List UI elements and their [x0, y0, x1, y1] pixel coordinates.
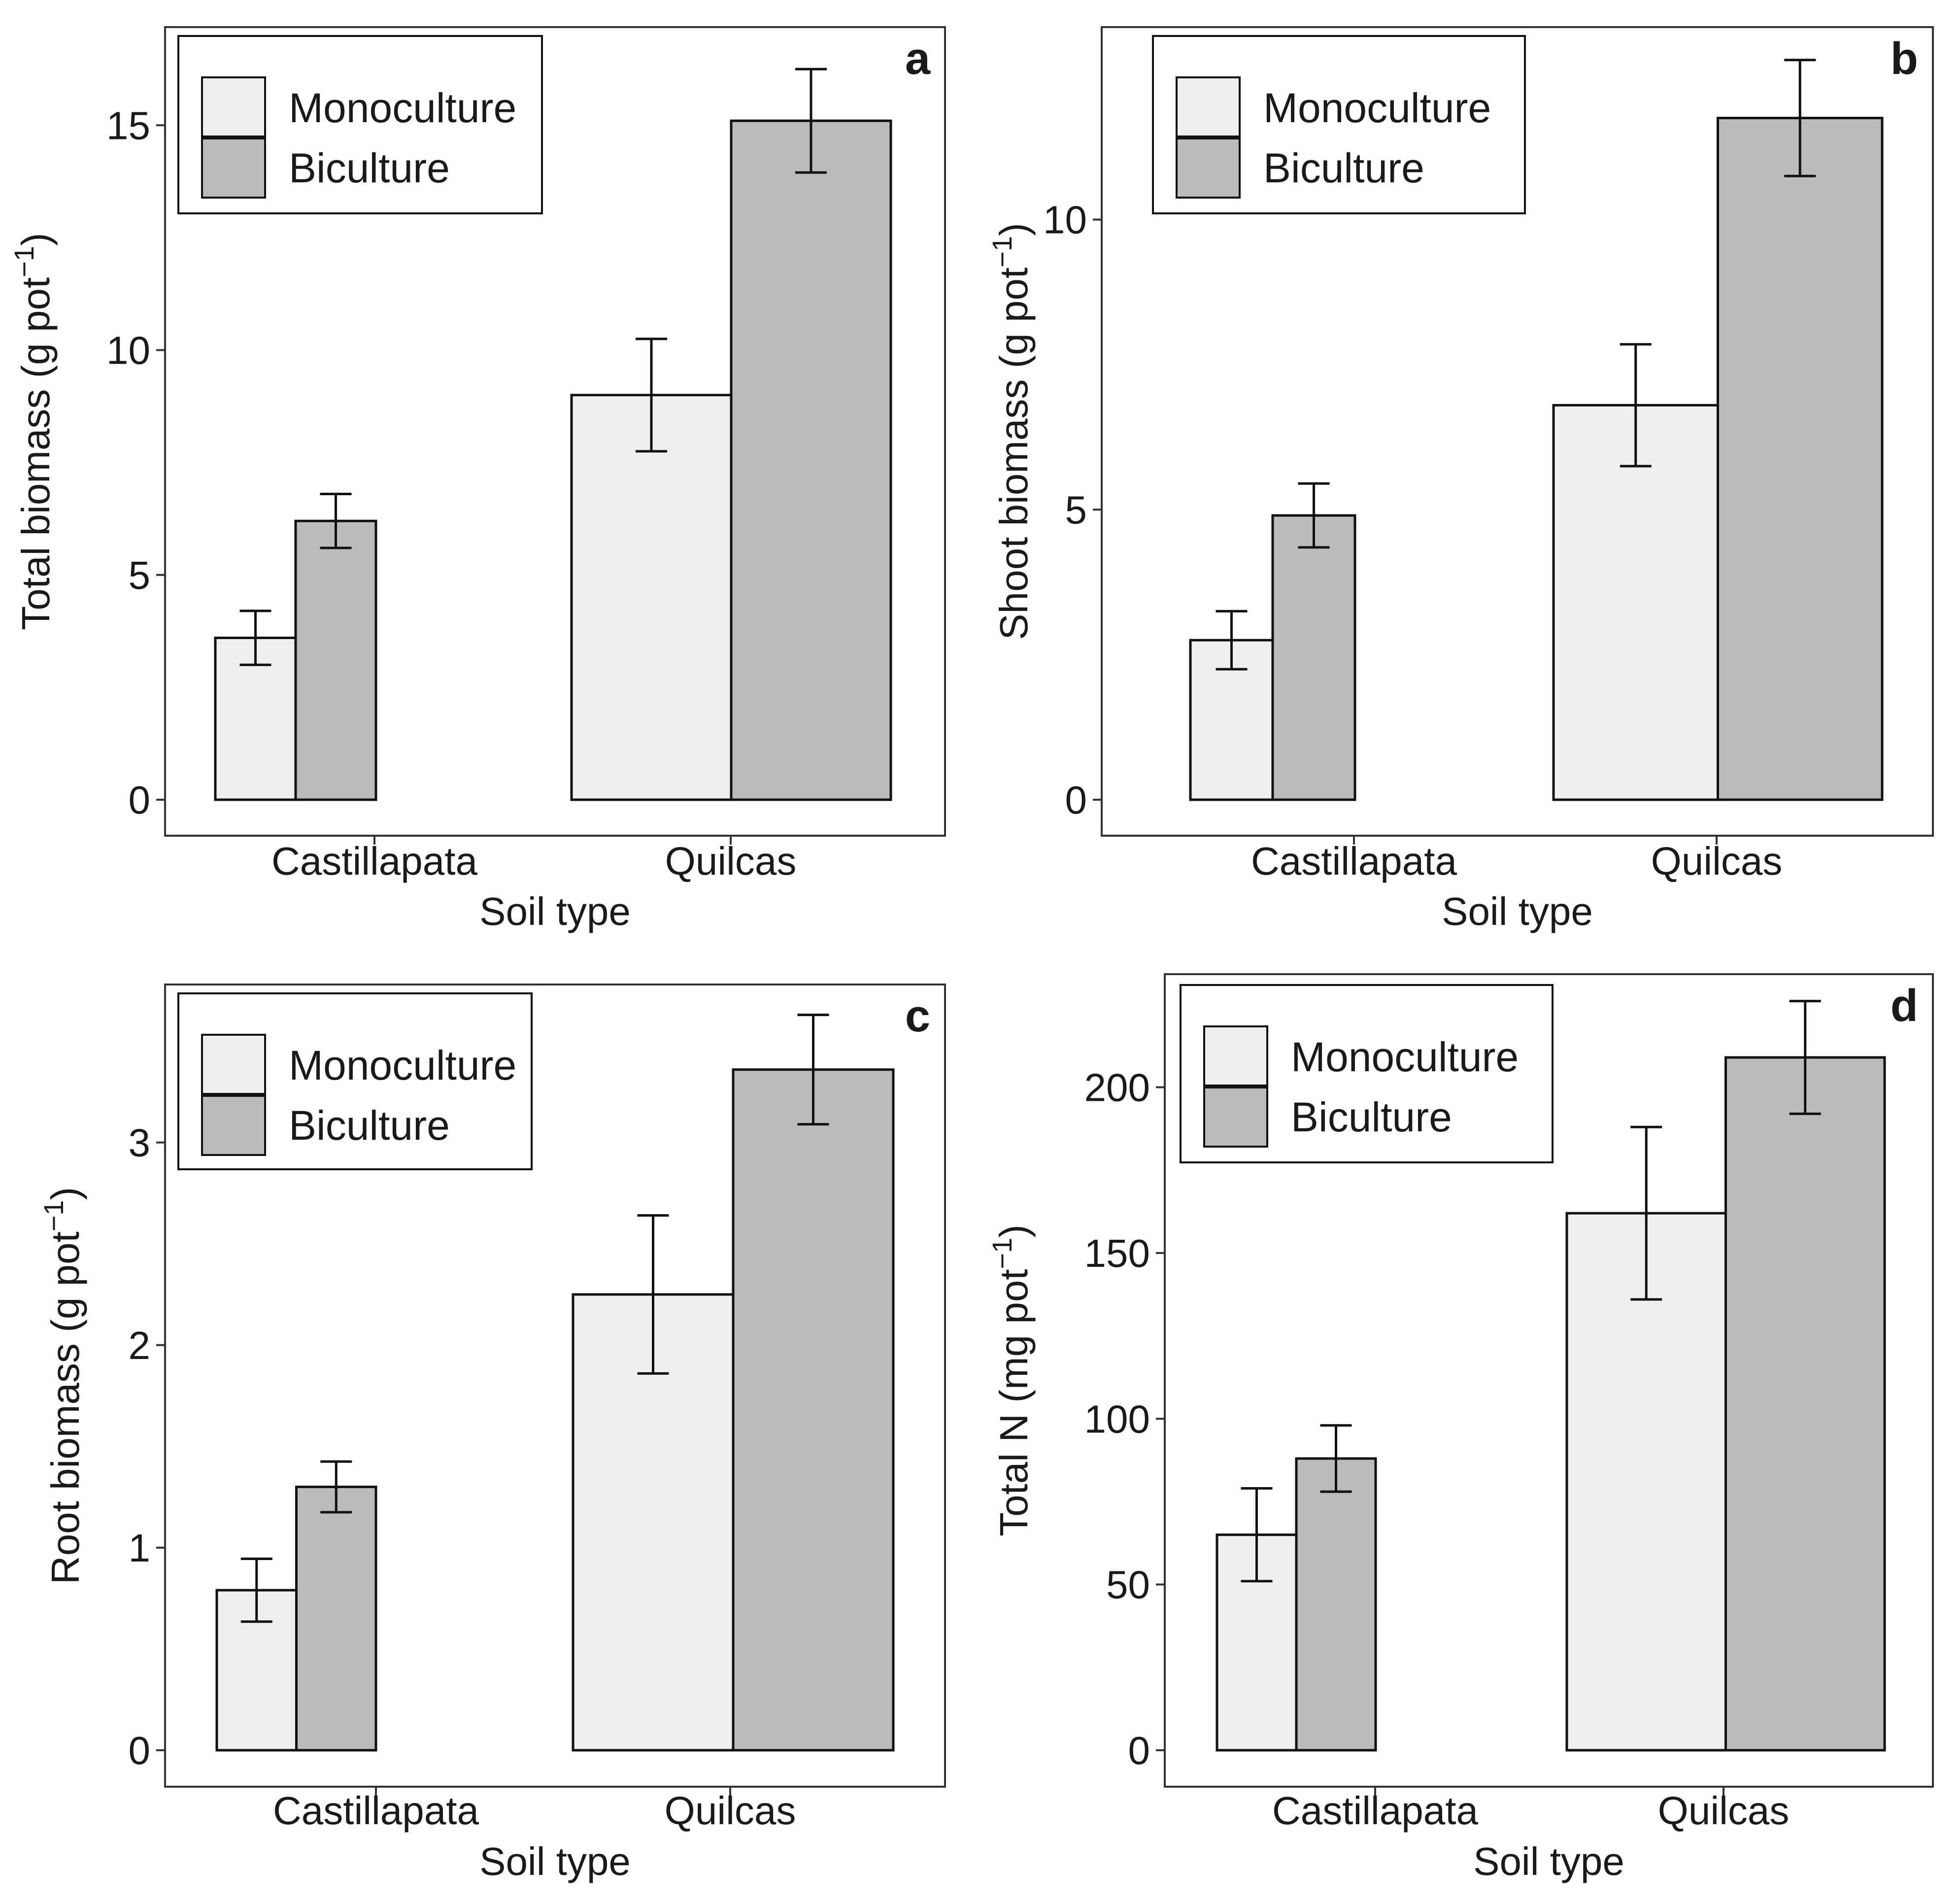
y-tick-label: 10 [106, 329, 150, 373]
y-tick-label: 0 [1128, 1729, 1150, 1772]
y-axis-title-superscript: −1 [38, 1200, 69, 1231]
legend: Monoculture Biculture [1152, 35, 1526, 214]
y-tick-label: 5 [1065, 488, 1087, 532]
legend-key-biculture-icon [1176, 136, 1241, 199]
legend: Monoculture Biculture [1180, 984, 1554, 1163]
bar-biculture-quilcas [730, 119, 892, 801]
legend-key-monoculture-icon [1176, 76, 1241, 138]
x-axis-title: Soil type [479, 1839, 631, 1883]
legend-label-monoculture: Monoculture [289, 1042, 516, 1088]
y-axis-title: Root biomass (g pot−1) [38, 1187, 87, 1584]
legend-label-biculture: Biculture [1263, 145, 1424, 191]
bar-biculture-castillapata [1271, 514, 1356, 801]
legend-key-monoculture-icon [201, 76, 266, 138]
y-axis-title-main: Total N (mg pot [992, 1269, 1036, 1536]
x-axis-title: Soil type [1473, 1839, 1624, 1883]
legend-label-monoculture: Monoculture [1291, 1034, 1519, 1080]
y-axis-title-superscript: −1 [986, 1238, 1017, 1269]
y-tick-label: 200 [1084, 1066, 1150, 1110]
x-tick-label: Quilcas [1658, 1789, 1790, 1833]
x-tick-label: Quilcas [665, 1789, 796, 1833]
bar-biculture-quilcas [1717, 117, 1884, 801]
y-tick-label: 150 [1084, 1231, 1150, 1275]
legend-key-biculture-icon [1203, 1086, 1268, 1148]
y-tick-label: 50 [1106, 1563, 1150, 1607]
y-axis-title: Shoot biomass (g pot−1) [986, 223, 1036, 640]
legend-key-monoculture-icon [201, 1034, 266, 1096]
bar-monoculture-quilcas [570, 394, 733, 801]
legend: Monoculture Biculture [177, 35, 543, 214]
x-tick-label: Quilcas [1651, 839, 1783, 883]
y-tick-label: 2 [129, 1324, 151, 1367]
x-tick-label: Castillapata [271, 839, 478, 883]
legend-label-biculture: Biculture [289, 145, 450, 191]
plot-frame [1101, 26, 1934, 837]
y-tick-label: 0 [129, 778, 151, 822]
plot-frame [164, 26, 946, 837]
y-tick-label: 100 [1084, 1397, 1150, 1441]
bar-biculture-castillapata [1295, 1457, 1377, 1752]
panel-letter: d [1891, 981, 1918, 1031]
y-axis-title-end: ) [992, 223, 1036, 236]
y-tick-label: 3 [129, 1121, 151, 1165]
bar-monoculture-quilcas [1565, 1212, 1727, 1752]
x-tick-label: Quilcas [665, 839, 797, 883]
legend-key-biculture-icon [201, 136, 266, 199]
legend-key-biculture-icon [201, 1094, 266, 1156]
legend: Monoculture Biculture [177, 992, 533, 1170]
panel-letter: b [1891, 34, 1918, 84]
y-tick-label: 15 [106, 103, 150, 147]
x-tick-label: Castillapata [1251, 839, 1457, 883]
x-tick-label: Castillapata [1272, 1789, 1479, 1833]
y-axis-title-end: ) [43, 1187, 87, 1200]
y-axis-title-superscript: −1 [8, 246, 39, 277]
panel-b: 0 5 10 Castillapata Quilcas Soil type Shoot bi… [986, 26, 1934, 933]
x-axis-title: Soil type [1442, 889, 1593, 933]
y-axis-title-superscript: −1 [986, 236, 1017, 268]
panel-letter: c [905, 991, 930, 1041]
legend-key-monoculture-icon [1203, 1025, 1268, 1087]
y-tick-label: 0 [129, 1729, 151, 1772]
y-axis-title-main: Shoot biomass (g pot [992, 268, 1036, 640]
bar-biculture-castillapata [294, 519, 377, 801]
y-tick-label: 1 [129, 1526, 151, 1570]
panel-a: 0 5 10 15 Castillapata Quilcas Soil type Total … [8, 26, 946, 933]
panel-c: 0 1 2 3 Castillapata Quilcas Soil type Root bio… [38, 984, 946, 1883]
x-axis-title: Soil type [479, 889, 631, 933]
y-axis-title-end: ) [14, 233, 58, 246]
y-axis-title-main: Root biomass (g pot [43, 1231, 87, 1584]
y-tick-label: 10 [1043, 198, 1087, 242]
bar-biculture-quilcas [1724, 1056, 1886, 1752]
legend-label-biculture: Biculture [289, 1102, 450, 1149]
bar-biculture-quilcas [732, 1068, 895, 1752]
legend-label-monoculture: Monoculture [289, 85, 516, 131]
y-axis-title: Total N (mg pot−1) [986, 1224, 1036, 1536]
plot-frame [1164, 973, 1934, 1788]
legend-label-biculture: Biculture [1291, 1094, 1452, 1140]
y-axis-title-main: Total biomass (g pot [14, 277, 58, 630]
panel-letter: a [905, 34, 931, 84]
bar-monoculture-quilcas [1552, 404, 1719, 801]
y-tick-label: 5 [129, 553, 151, 597]
plot-frame [164, 984, 946, 1788]
x-tick-label: Castillapata [273, 1789, 479, 1833]
bar-biculture-castillapata [295, 1486, 377, 1752]
y-axis-title: Total biomass (g pot−1) [8, 233, 58, 630]
legend-label-monoculture: Monoculture [1263, 85, 1491, 131]
y-tick-label: 0 [1065, 778, 1087, 822]
panel-d: 0 50 100 150 200 Castillapata Quilcas Soil type… [986, 973, 1934, 1883]
y-axis-title-end: ) [992, 1224, 1036, 1238]
